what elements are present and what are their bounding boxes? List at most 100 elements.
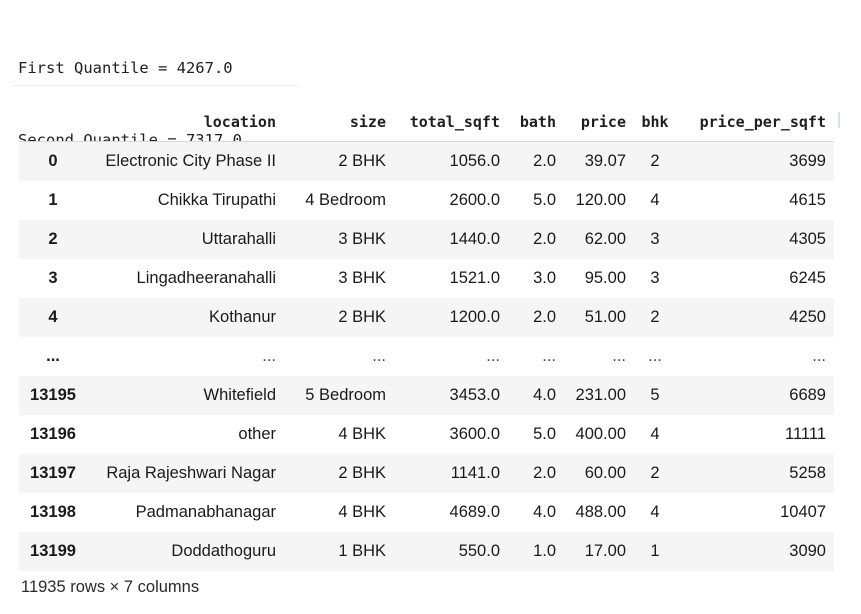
cell-bath: 1.0 xyxy=(533,542,556,560)
cell-bath: 2.0 xyxy=(533,308,556,326)
row-index: 13196 xyxy=(30,425,76,443)
cell-bhk: 5 xyxy=(650,386,660,404)
row-index: 13195 xyxy=(30,386,76,404)
row-index: ... xyxy=(46,347,60,365)
cell-price: 400.00 xyxy=(575,425,626,443)
cell-price: 39.07 xyxy=(584,152,626,170)
cell-size: 2 BHK xyxy=(338,308,386,326)
index-header xyxy=(19,102,87,142)
row-index: 2 xyxy=(48,230,58,248)
cell-bath: 5.0 xyxy=(533,425,556,443)
cell-size: 5 Bedroom xyxy=(305,386,386,404)
output-divider xyxy=(12,85,299,86)
cell-price-per-sqft: 10407 xyxy=(780,503,826,521)
row-index: 3 xyxy=(48,269,58,287)
table-row: 13197 Raja Rajeshwari Nagar 2 BHK 1141.0… xyxy=(19,454,834,493)
cell-bhk: 2 xyxy=(650,308,660,326)
cell-price: 120.00 xyxy=(575,191,626,209)
cell-price: 488.00 xyxy=(575,503,626,521)
cell-total-sqft: 1200.0 xyxy=(449,308,500,326)
cell-price: 95.00 xyxy=(584,269,626,287)
cell-bhk: 2 xyxy=(650,464,660,482)
cell-total-sqft: 1521.0 xyxy=(449,269,500,287)
table-row: 13199 Doddathoguru 1 BHK 550.0 1.0 17.00… xyxy=(19,532,834,571)
column-header-total-sqft: total_sqft xyxy=(394,102,508,142)
cell-total-sqft: 3600.0 xyxy=(449,425,500,443)
cell-total-sqft: 4689.0 xyxy=(449,503,500,521)
cell-location: Doddathoguru xyxy=(171,542,276,560)
table-row: 13198 Padmanabhanagar 4 BHK 4689.0 4.0 4… xyxy=(19,493,834,532)
table-row: 1 Chikka Tirupathi 4 Bedroom 2600.0 5.0 … xyxy=(19,181,834,220)
row-index: 0 xyxy=(48,152,58,170)
cell-bath: 2.0 xyxy=(533,464,556,482)
column-header-bath: bath xyxy=(508,102,564,142)
cell-bath: 2.0 xyxy=(533,230,556,248)
cell-price-per-sqft: 3699 xyxy=(789,152,826,170)
row-index: 1 xyxy=(48,191,58,209)
cell-bhk: 3 xyxy=(650,269,660,287)
cell-bhk: 2 xyxy=(650,152,660,170)
cell-size: 3 BHK xyxy=(338,269,386,287)
table-dimensions-footer: 11935 rows × 7 columns xyxy=(21,578,200,596)
header-row: location size total_sqft bath price bhk … xyxy=(19,102,834,142)
cell-price-per-sqft: 3090 xyxy=(789,542,826,560)
cell-price-per-sqft: 6689 xyxy=(789,386,826,404)
table-row: 2 Uttarahalli 3 BHK 1440.0 2.0 62.00 3 4… xyxy=(19,220,834,259)
cell-bath: 5.0 xyxy=(533,191,556,209)
cell-size: 2 BHK xyxy=(338,152,386,170)
cell-price-per-sqft: 5258 xyxy=(789,464,826,482)
table-header: location size total_sqft bath price bhk … xyxy=(19,102,834,142)
cell-size: 1 BHK xyxy=(338,542,386,560)
first-quantile-output: First Quantile = 4267.0 xyxy=(18,59,233,77)
cell-location: Lingadheeranahalli xyxy=(136,269,276,287)
cell-size: 4 BHK xyxy=(338,425,386,443)
cell-location: Whitefield xyxy=(203,386,276,404)
row-index: 4 xyxy=(48,308,58,326)
cell-location: Uttarahalli xyxy=(201,230,276,248)
cell-total-sqft: 550.0 xyxy=(458,542,500,560)
cell-size: 3 BHK xyxy=(338,230,386,248)
table-row: 0 Electronic City Phase II 2 BHK 1056.0 … xyxy=(19,141,834,181)
cell-bath: 4.0 xyxy=(533,386,556,404)
row-index: 13197 xyxy=(30,464,76,482)
column-header-price-per-sqft: price_per_sqft xyxy=(688,102,834,142)
cell-price-per-sqft: 4250 xyxy=(789,308,826,326)
cell-location: Raja Rajeshwari Nagar xyxy=(106,464,276,482)
cell-bath: 3.0 xyxy=(533,269,556,287)
cell-price: 60.00 xyxy=(584,464,626,482)
cell-total-sqft: ... xyxy=(486,347,500,365)
cell-total-sqft: 1141.0 xyxy=(450,464,500,482)
cell-price-per-sqft: ... xyxy=(812,347,826,365)
cell-price-per-sqft: 11111 xyxy=(785,425,826,443)
column-header-bhk: bhk xyxy=(634,102,688,142)
cell-total-sqft: 3453.0 xyxy=(449,386,500,404)
table-body: 0 Electronic City Phase II 2 BHK 1056.0 … xyxy=(19,141,834,571)
cell-location: Kothanur xyxy=(209,308,276,326)
cell-total-sqft: 2600.0 xyxy=(449,191,500,209)
column-header-price: price xyxy=(564,102,634,142)
cell-total-sqft: 1056.0 xyxy=(449,152,500,170)
cell-price-per-sqft: 4305 xyxy=(789,230,826,248)
output-scroll-indicator[interactable] xyxy=(838,112,840,128)
cell-bhk: 1 xyxy=(650,542,660,560)
cell-bath: 4.0 xyxy=(533,503,556,521)
cell-price-per-sqft: 4615 xyxy=(789,191,826,209)
cell-bhk: ... xyxy=(648,347,662,365)
cell-bhk: 4 xyxy=(650,503,660,521)
cell-location: other xyxy=(238,425,276,443)
row-index: 13198 xyxy=(30,503,76,521)
dataframe-table: location size total_sqft bath price bhk … xyxy=(19,102,834,571)
cell-bhk: 4 xyxy=(650,191,660,209)
ellipsis-row: ... ... ... ... ... ... ... ... xyxy=(19,337,834,376)
table-row: 13195 Whitefield 5 Bedroom 3453.0 4.0 23… xyxy=(19,376,834,415)
cell-price: 62.00 xyxy=(584,230,626,248)
cell-price: 51.00 xyxy=(584,308,626,326)
cell-price: 17.00 xyxy=(584,542,626,560)
cell-location: ... xyxy=(262,347,276,365)
cell-size: 4 Bedroom xyxy=(305,191,386,209)
column-header-location: location xyxy=(87,102,284,142)
table-row: 3 Lingadheeranahalli 3 BHK 1521.0 3.0 95… xyxy=(19,259,834,298)
cell-size: ... xyxy=(372,347,386,365)
cell-total-sqft: 1440.0 xyxy=(449,230,500,248)
cell-size: 4 BHK xyxy=(338,503,386,521)
